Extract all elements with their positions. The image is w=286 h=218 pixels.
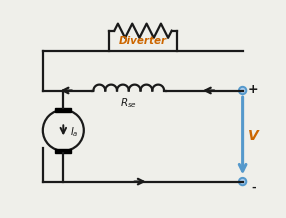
Text: $R_{se}$: $R_{se}$ [120, 96, 137, 110]
Text: -: - [251, 183, 256, 193]
Text: Diverter: Diverter [119, 36, 167, 46]
Circle shape [239, 178, 246, 185]
Text: +: + [248, 83, 259, 95]
Circle shape [239, 87, 246, 94]
Text: $I_a$: $I_a$ [69, 125, 78, 139]
Polygon shape [55, 149, 71, 153]
Polygon shape [55, 108, 71, 112]
Text: V: V [248, 129, 259, 143]
